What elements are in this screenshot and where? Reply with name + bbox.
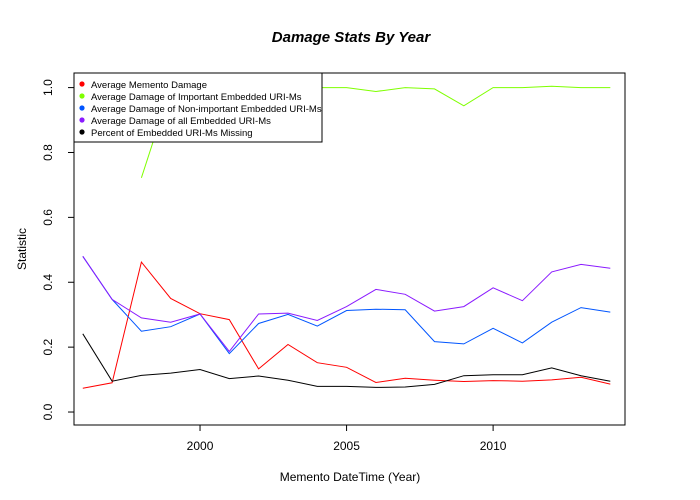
y-tick-label: 0.6 [41,209,55,226]
legend-box [73,72,323,143]
legend-marker-0 [79,81,85,87]
y-tick-label: 0.2 [41,338,55,355]
y-tick-label: 0.0 [41,403,55,420]
y-tick-label: 1.0 [41,79,55,96]
legend-label-1: Average Damage of Important Embedded URI… [91,92,302,103]
chart-title: Damage Stats By Year [272,29,432,46]
legend-label-2: Average Damage of Non-important Embedded… [91,104,322,115]
series-line-2 [82,256,611,355]
series-lines [82,85,611,389]
series-line-3 [82,256,611,353]
legend-marker-1 [79,93,85,99]
legend-label-3: Average Damage of all Embedded URI-Ms [91,116,271,127]
x-axis-label: Memento DateTime (Year) [280,470,421,484]
plot-area-frame [73,72,626,426]
y-tick-label: 0.8 [41,144,55,161]
x-tick-label: 2000 [187,439,214,453]
series-line-4 [82,333,611,388]
legend-label-0: Average Memento Damage [91,80,207,91]
x-axis: 2000 2005 2010 [187,425,507,453]
y-tick-label: 0.4 [41,274,55,291]
legend-marker-4 [79,129,85,135]
legend-label-4: Percent of Embedded URI-Ms Missing [91,128,253,139]
legend-marker-2 [79,105,85,111]
x-tick-label: 2005 [333,439,360,453]
x-tick-label: 2010 [480,439,507,453]
y-axis-label: Statistic [15,228,29,270]
y-axis: 0.0 0.2 0.4 0.6 0.8 1.0 [41,79,74,420]
series-line-0 [82,260,611,389]
legend-marker-3 [79,117,85,123]
